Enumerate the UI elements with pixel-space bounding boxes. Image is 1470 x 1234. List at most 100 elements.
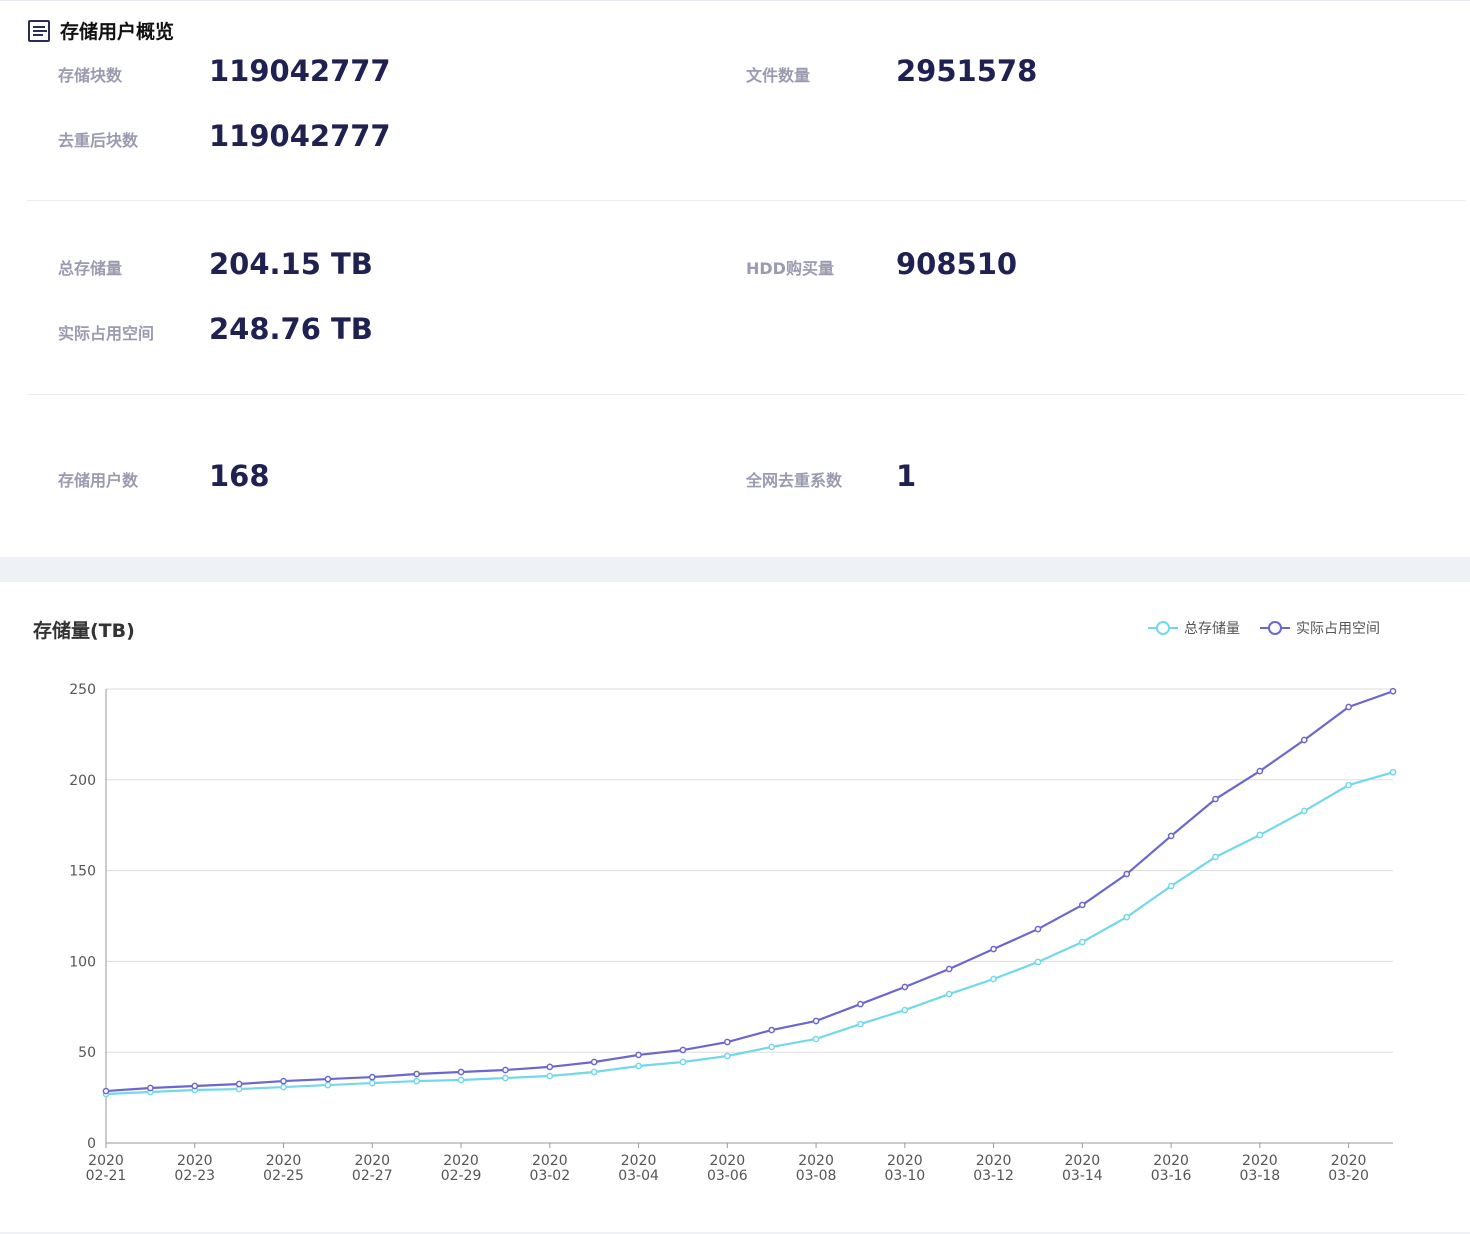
data-point (1078, 938, 1086, 946)
data-point (945, 965, 953, 973)
stat-value: 204.15 TB (209, 247, 373, 281)
data-point (324, 1081, 332, 1089)
x-tick-label: 02-27 (352, 1168, 393, 1184)
data-point (1256, 831, 1264, 839)
stat-value: 248.76 TB (209, 312, 373, 346)
data-point (280, 1077, 287, 1085)
legend-marker-icon (1148, 621, 1178, 635)
legend-marker-icon (1260, 621, 1290, 635)
data-point (546, 1072, 554, 1080)
data-point (324, 1075, 332, 1083)
divider (27, 394, 1465, 395)
stat-value: 119042777 (209, 54, 391, 88)
legend-item-total[interactable]: 总存储量 (1148, 618, 1240, 638)
data-point (768, 1043, 776, 1051)
x-tick-label: 03-20 (1328, 1168, 1369, 1184)
divider (0, 1232, 1470, 1234)
legend-label: 总存储量 (1184, 621, 1240, 637)
data-point (102, 1087, 110, 1095)
overview-title: 存储用户概览 (60, 21, 175, 43)
data-point (990, 975, 997, 983)
data-point (368, 1079, 376, 1087)
x-tick-label: 03-10 (884, 1168, 925, 1184)
y-tick-label: 0 (87, 1136, 96, 1152)
data-point (368, 1073, 376, 1081)
x-tick-label: 2020 (443, 1153, 479, 1169)
x-tick-label: 02-25 (263, 1168, 304, 1184)
data-point (413, 1077, 421, 1085)
data-point (546, 1063, 554, 1071)
overview-panel: 存储用户概览 存储块数 119042777 文件数量 2951578 去重后块数… (0, 0, 1470, 557)
stat-value: 2951578 (896, 54, 1038, 88)
data-point (901, 983, 909, 991)
data-point (723, 1052, 731, 1060)
data-point (1212, 795, 1219, 803)
stat-value: 168 (209, 459, 270, 493)
data-point (1389, 768, 1397, 776)
x-tick-label: 2020 (266, 1153, 302, 1169)
data-point (901, 1006, 909, 1014)
data-point (235, 1080, 243, 1088)
x-tick-label: 2020 (177, 1153, 213, 1169)
x-tick-label: 03-12 (973, 1168, 1014, 1184)
data-point (812, 1035, 820, 1043)
x-tick-label: 2020 (1331, 1153, 1367, 1169)
data-point (1123, 913, 1131, 921)
x-tick-label: 02-29 (441, 1168, 482, 1184)
data-point (857, 1000, 864, 1008)
x-tick-label: 03-06 (707, 1168, 748, 1184)
data-point (191, 1082, 199, 1090)
data-point (945, 990, 953, 998)
x-tick-label: 2020 (1065, 1153, 1101, 1169)
data-point (768, 1026, 776, 1034)
data-point (147, 1084, 154, 1092)
stat-label: 实际占用空间 (58, 324, 155, 343)
x-tick-label: 2020 (976, 1153, 1012, 1169)
x-tick-label: 2020 (621, 1153, 657, 1169)
stat-label: 总存储量 (58, 259, 123, 278)
x-tick-label: 03-08 (796, 1168, 837, 1184)
x-tick-label: 03-04 (618, 1168, 659, 1184)
list-icon (28, 19, 50, 42)
data-point (1389, 687, 1397, 695)
stat-label: 全网去重系数 (746, 471, 843, 490)
legend-label: 实际占用空间 (1296, 621, 1380, 637)
stat-label: HDD购买量 (746, 259, 834, 278)
y-tick-label: 50 (78, 1045, 96, 1061)
data-point (679, 1058, 687, 1066)
data-point (457, 1068, 465, 1076)
x-tick-label: 2020 (354, 1153, 390, 1169)
x-tick-label: 2020 (798, 1153, 834, 1169)
x-tick-label: 03-02 (529, 1168, 570, 1184)
x-tick-label: 2020 (1153, 1153, 1189, 1169)
legend-item-actual[interactable]: 实际占用空间 (1260, 618, 1380, 638)
y-tick-label: 200 (69, 773, 96, 789)
series-line-1 (105, 690, 1394, 1093)
x-tick-label: 03-14 (1062, 1168, 1103, 1184)
data-point (502, 1074, 509, 1082)
data-point (457, 1076, 465, 1084)
stat-label: 文件数量 (746, 66, 811, 85)
data-point (1300, 807, 1308, 815)
stat-label: 存储块数 (58, 66, 123, 85)
storage-line-chart: 050100150200250202002-21202002-23202002-… (69, 682, 1397, 1184)
section-separator (0, 557, 1470, 582)
data-point (1345, 781, 1352, 789)
x-tick-label: 2020 (1242, 1153, 1278, 1169)
stat-value: 119042777 (209, 119, 391, 153)
data-point (1123, 870, 1131, 878)
data-point (1345, 703, 1352, 711)
data-point (1034, 925, 1042, 933)
data-point (590, 1058, 598, 1066)
stat-value: 1 (896, 459, 917, 493)
data-point (280, 1083, 287, 1091)
x-tick-label: 03-16 (1151, 1168, 1192, 1184)
series-line-0 (105, 771, 1394, 1096)
data-point (1078, 901, 1086, 909)
x-tick-label: 2020 (887, 1153, 923, 1169)
data-point (413, 1070, 421, 1078)
x-tick-label: 02-21 (86, 1168, 127, 1184)
data-point (1300, 736, 1308, 744)
stat-label: 去重后块数 (58, 131, 139, 150)
data-point (1034, 958, 1042, 966)
